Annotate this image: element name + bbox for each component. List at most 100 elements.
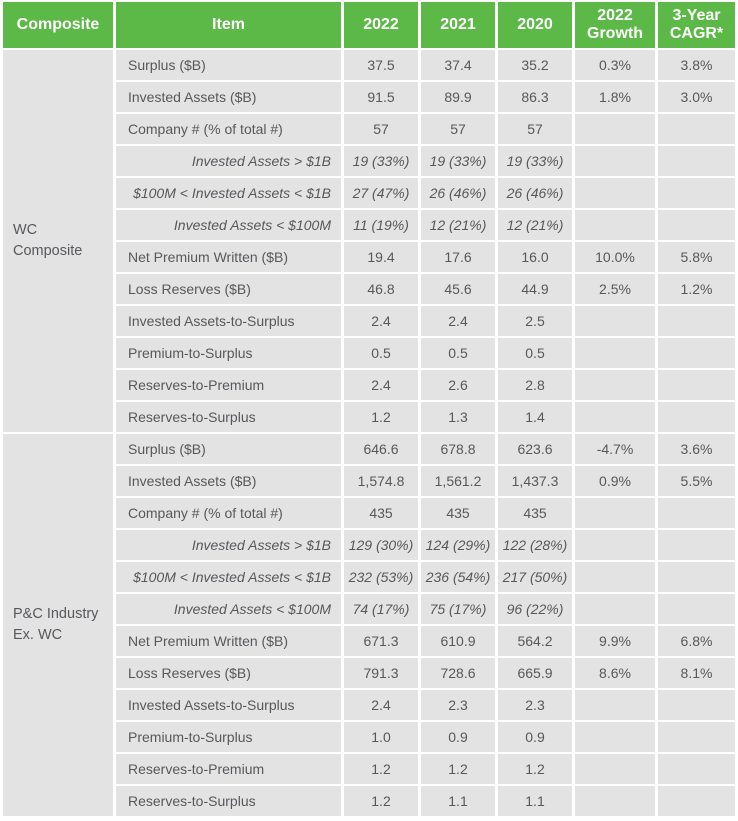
cell-growth bbox=[575, 402, 655, 432]
cell-growth: 9.9% bbox=[575, 626, 655, 656]
cell-2021: 236 (54%) bbox=[421, 562, 495, 592]
cell-item: Reserves-to-Surplus bbox=[116, 402, 341, 432]
cell-cagr bbox=[658, 690, 735, 720]
group-pc-industry-ex-wc: P&C Industry Ex. WC Surplus ($B) 646.6 678.… bbox=[3, 434, 735, 816]
cell-2022: 19 (33%) bbox=[344, 146, 418, 176]
table-row: Net Premium Written ($B) 671.3 610.9 564.2 9… bbox=[3, 626, 735, 656]
cell-item: Premium-to-Surplus bbox=[116, 722, 341, 752]
cell-growth bbox=[575, 146, 655, 176]
cell-2021: 0.9 bbox=[421, 722, 495, 752]
table-row: Reserves-to-Premium 2.4 2.6 2.8 bbox=[3, 370, 735, 400]
cell-2021: 12 (21%) bbox=[421, 210, 495, 240]
table-row: Invested Assets < $100M 74 (17%) 75 (17%) 9… bbox=[3, 594, 735, 624]
cell-item: Loss Reserves ($B) bbox=[116, 658, 341, 688]
cell-growth: 10.0% bbox=[575, 242, 655, 272]
table-row: Company # (% of total #) 435 435 435 bbox=[3, 498, 735, 528]
cell-growth bbox=[575, 754, 655, 784]
cell-2021: 45.6 bbox=[421, 274, 495, 304]
cell-2020: 2.8 bbox=[498, 370, 572, 400]
cell-2022: 2.4 bbox=[344, 370, 418, 400]
cell-2020: 564.2 bbox=[498, 626, 572, 656]
cell-2020: 86.3 bbox=[498, 82, 572, 112]
cell-2022: 46.8 bbox=[344, 274, 418, 304]
cell-2021: 435 bbox=[421, 498, 495, 528]
cell-2021: 57 bbox=[421, 114, 495, 144]
cell-2020: 57 bbox=[498, 114, 572, 144]
cell-cagr bbox=[658, 370, 735, 400]
cell-2022: 232 (53%) bbox=[344, 562, 418, 592]
table-row: Invested Assets-to-Surplus 2.4 2.4 2.5 bbox=[3, 306, 735, 336]
cell-2020: 12 (21%) bbox=[498, 210, 572, 240]
table-row: P&C Industry Ex. WC Surplus ($B) 646.6 678.… bbox=[3, 434, 735, 816]
cell-cagr: 3.0% bbox=[658, 82, 735, 112]
cell-item: Invested Assets-to-Surplus bbox=[116, 306, 341, 336]
table-row: Premium-to-Surplus 0.5 0.5 0.5 bbox=[3, 338, 735, 368]
cell-2021: 2.3 bbox=[421, 690, 495, 720]
table-row: Company # (% of total #) 57 57 57 bbox=[3, 114, 735, 144]
cell-cagr: 6.8% bbox=[658, 626, 735, 656]
cell-item: Reserves-to-Premium bbox=[116, 754, 341, 784]
table-row: Reserves-to-Surplus 1.2 1.1 1.1 bbox=[3, 786, 735, 816]
cell-2022: 91.5 bbox=[344, 82, 418, 112]
cell-item: Invested Assets > $1B bbox=[116, 530, 341, 560]
cell-2022: 646.6 bbox=[344, 434, 418, 464]
cell-growth bbox=[575, 306, 655, 336]
cell-growth bbox=[575, 498, 655, 528]
cell-growth: 1.8% bbox=[575, 82, 655, 112]
cell-growth: 0.3% bbox=[575, 50, 655, 80]
cell-2021: 1.2 bbox=[421, 754, 495, 784]
cell-item: Surplus ($B) bbox=[116, 434, 341, 464]
cell-2022: 1.2 bbox=[344, 786, 418, 816]
cell-cagr: 8.1% bbox=[658, 658, 735, 688]
group-label: P&C Industry Ex. WC bbox=[3, 434, 113, 816]
cell-cagr: 5.5% bbox=[658, 466, 735, 496]
cell-2022: 791.3 bbox=[344, 658, 418, 688]
cell-cagr bbox=[658, 146, 735, 176]
cell-item: Net Premium Written ($B) bbox=[116, 242, 341, 272]
cell-growth bbox=[575, 722, 655, 752]
cell-cagr bbox=[658, 402, 735, 432]
cell-cagr bbox=[658, 114, 735, 144]
cell-2021: 0.5 bbox=[421, 338, 495, 368]
cell-item: Net Premium Written ($B) bbox=[116, 626, 341, 656]
cell-item: Company # (% of total #) bbox=[116, 498, 341, 528]
cell-2021: 1.1 bbox=[421, 786, 495, 816]
cell-2020: 1,437.3 bbox=[498, 466, 572, 496]
cell-item: Invested Assets-to-Surplus bbox=[116, 690, 341, 720]
cell-2021: 2.6 bbox=[421, 370, 495, 400]
cell-2021: 89.9 bbox=[421, 82, 495, 112]
cell-growth: 0.9% bbox=[575, 466, 655, 496]
cell-growth bbox=[575, 530, 655, 560]
table-row: Invested Assets ($B) 91.5 89.9 86.3 1.8% 3.0% bbox=[3, 82, 735, 112]
cell-2021: 19 (33%) bbox=[421, 146, 495, 176]
cell-2022: 1.2 bbox=[344, 402, 418, 432]
cell-2020: 0.9 bbox=[498, 722, 572, 752]
cell-2022: 671.3 bbox=[344, 626, 418, 656]
cell-cagr bbox=[658, 210, 735, 240]
cell-2021: 26 (46%) bbox=[421, 178, 495, 208]
group-wc-composite: WC Composite Surplus ($B) 37.5 37.4 35.2 0.3%… bbox=[3, 50, 735, 432]
cell-cagr: 1.2% bbox=[658, 274, 735, 304]
table-row: Net Premium Written ($B) 19.4 17.6 16.0 10.0… bbox=[3, 242, 735, 272]
header-row: Composite Item 2022 2021 2020 2022 Growt… bbox=[3, 2, 735, 48]
cell-2022: 1.0 bbox=[344, 722, 418, 752]
cell-2020: 623.6 bbox=[498, 434, 572, 464]
cell-2020: 1.1 bbox=[498, 786, 572, 816]
cell-cagr bbox=[658, 306, 735, 336]
cell-2020: 122 (28%) bbox=[498, 530, 572, 560]
cell-item: Invested Assets ($B) bbox=[116, 82, 341, 112]
cell-2020: 16.0 bbox=[498, 242, 572, 272]
cell-2021: 124 (29%) bbox=[421, 530, 495, 560]
cell-growth bbox=[575, 370, 655, 400]
header-2021: 2021 bbox=[421, 2, 495, 48]
cell-item: $100M < Invested Assets < $1B bbox=[116, 562, 341, 592]
cell-cagr bbox=[658, 594, 735, 624]
cell-cagr bbox=[658, 338, 735, 368]
table-row: Invested Assets > $1B 19 (33%) 19 (33%) 19 … bbox=[3, 146, 735, 176]
table-row: $100M < Invested Assets < $1B 232 (53%) 23… bbox=[3, 562, 735, 592]
table-row: Reserves-to-Premium 1.2 1.2 1.2 bbox=[3, 754, 735, 784]
cell-growth: 2.5% bbox=[575, 274, 655, 304]
cell-cagr bbox=[658, 178, 735, 208]
cell-2021: 678.8 bbox=[421, 434, 495, 464]
